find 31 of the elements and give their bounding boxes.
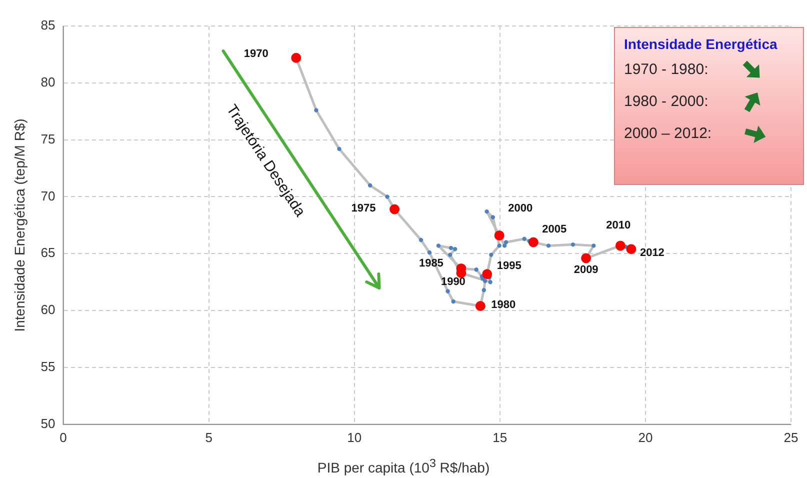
- annotation: 1980 - 2000:: [624, 93, 710, 112]
- annotation: 1970 - 1980:: [624, 61, 710, 80]
- y-tick-label: 85: [40, 18, 56, 33]
- y-tick-label: 55: [40, 359, 56, 374]
- x-axis-title: PIB per capita (10$^{3}$ R$/hab): [316, 457, 491, 476]
- annotation: 2010: [606, 220, 631, 232]
- annotation: 1970: [244, 48, 268, 60]
- y-axis-title: Intensidade Energética (tep/M R$): [11, 118, 28, 332]
- annotation: 1990: [440, 276, 466, 288]
- x-tick-label: 25: [784, 430, 798, 445]
- annotation: 2012: [640, 247, 664, 260]
- annotation: 2005: [542, 223, 567, 236]
- y-tick-label: 70: [40, 188, 56, 204]
- x-tick-label: 15: [492, 430, 508, 445]
- annotation: 1980: [491, 299, 516, 312]
- annotation: 2009: [574, 264, 598, 276]
- x-tick-label: 10: [347, 430, 362, 445]
- x-tick-label: 0: [60, 430, 67, 445]
- y-tick-label: 75: [40, 131, 56, 146]
- x-tick-label: 20: [638, 430, 653, 445]
- y-tick-label: 50: [40, 416, 56, 431]
- annotation: 2000 – 2012:: [624, 125, 713, 144]
- annotation: 1975: [351, 202, 376, 214]
- x-tick-label: 5: [205, 430, 212, 445]
- annotation: 1985: [418, 257, 444, 270]
- y-tick-label: 65: [40, 245, 56, 260]
- y-tick-label: 60: [40, 302, 56, 318]
- annotation: Intensidade Energética: [624, 36, 778, 52]
- y-tick-label: 80: [40, 74, 56, 90]
- annotation: 2000: [508, 202, 533, 214]
- annotation: 1995: [496, 260, 522, 272]
